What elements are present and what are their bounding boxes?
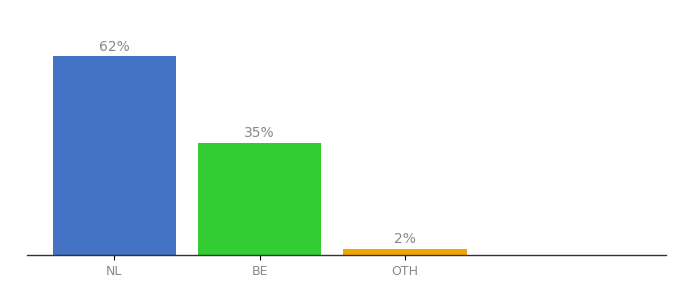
Text: 2%: 2% — [394, 232, 416, 246]
Bar — [52, 56, 176, 255]
Text: 35%: 35% — [244, 126, 275, 140]
Text: 62%: 62% — [99, 40, 130, 53]
Bar — [198, 143, 322, 255]
Bar — [343, 249, 466, 255]
